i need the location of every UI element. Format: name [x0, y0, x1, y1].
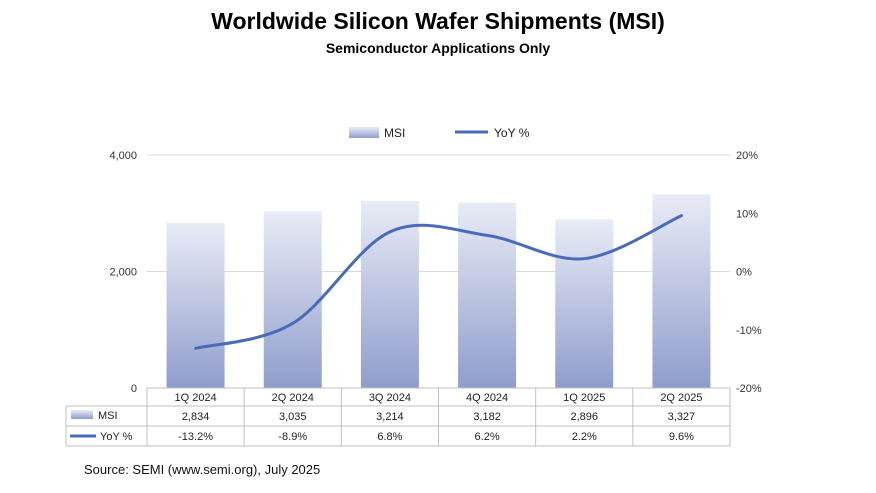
data-label-msi: 3,214	[376, 411, 404, 423]
y-left-tick-label: 0	[131, 383, 137, 395]
x-tick-label: 4Q 2024	[466, 392, 508, 404]
x-tick-label: 2Q 2025	[660, 392, 702, 404]
data-label-msi: 3,035	[279, 411, 307, 423]
y-right-tick-label: -10%	[736, 325, 762, 337]
data-label-msi: 3,327	[668, 411, 696, 423]
table-key-bar	[71, 410, 93, 419]
y-right-tick-label: -20%	[736, 383, 762, 395]
legend-label-msi: MSI	[384, 126, 405, 140]
bar	[652, 194, 711, 388]
legend-label-yoy: YoY %	[494, 126, 530, 140]
line-series	[194, 214, 683, 350]
x-tick-label: 1Q 2025	[563, 392, 605, 404]
bar-series	[166, 194, 711, 388]
chart-title: Worldwide Silicon Wafer Shipments (MSI)	[211, 8, 665, 34]
source-note: Source: SEMI (www.semi.org), July 2025	[84, 462, 321, 477]
data-label-yoy: -8.9%	[278, 431, 307, 443]
y-right-tick-label: 10%	[736, 208, 758, 220]
data-table: 1Q 2024 2Q 2024 3Q 2024 4Q 2024 1Q 2025 2Q 20…	[65, 387, 731, 447]
grid	[147, 154, 730, 389]
x-tick-label: 2Q 2024	[272, 392, 314, 404]
bar	[555, 219, 614, 388]
bar	[360, 200, 419, 388]
x-tick-label: 3Q 2024	[369, 392, 411, 404]
data-label-msi: 2,834	[182, 411, 210, 423]
yoy-line	[194, 214, 683, 350]
bar	[166, 222, 225, 388]
table-row-label-msi: MSI	[98, 410, 118, 422]
table-row-label-yoy: YoY %	[100, 431, 133, 443]
y-right-tick-label: 0%	[736, 267, 752, 279]
legend: MSI YoY %	[349, 126, 530, 140]
data-label-yoy: -13.2%	[178, 431, 213, 443]
y-left-tick-label: 4,000	[109, 150, 137, 162]
data-label-msi: 2,896	[570, 411, 598, 423]
axes: 4,000 2,000 0 20% 10% 0% -10% -20%	[109, 150, 761, 395]
data-label-msi: 3,182	[473, 411, 501, 423]
y-right-tick-label: 20%	[736, 150, 758, 162]
data-label-yoy: 6.8%	[377, 431, 402, 443]
data-label-yoy: 9.6%	[669, 431, 694, 443]
legend-swatch-bar	[349, 127, 379, 138]
x-tick-label: 1Q 2024	[174, 392, 216, 404]
data-label-yoy: 6.2%	[475, 431, 500, 443]
bar	[263, 211, 322, 388]
bar	[458, 202, 517, 388]
data-label-yoy: 2.2%	[572, 431, 597, 443]
y-left-tick-label: 2,000	[109, 267, 137, 279]
chart-subtitle: Semiconductor Applications Only	[325, 40, 551, 56]
